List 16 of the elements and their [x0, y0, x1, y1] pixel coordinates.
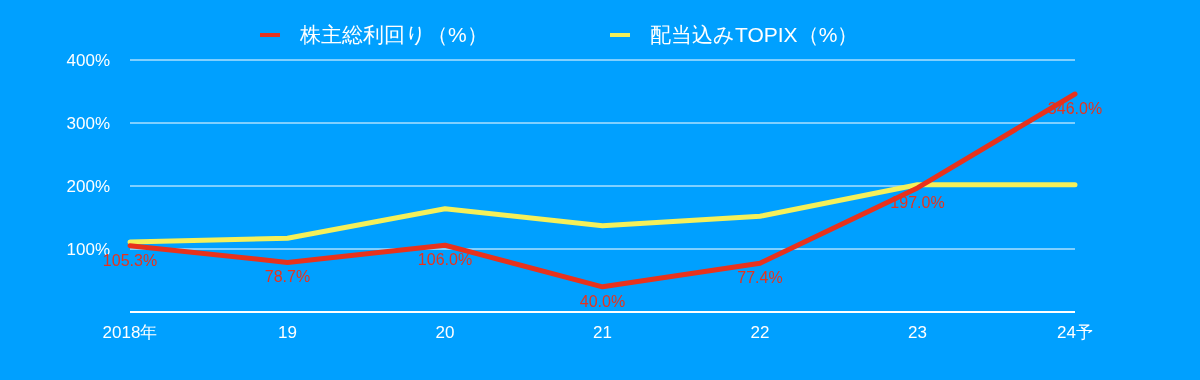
data-label: 106.0%	[417, 251, 473, 269]
x-tick-label: 22	[750, 323, 770, 342]
x-tick-label: 2018年	[102, 323, 158, 342]
y-tick-label: 400%	[66, 51, 110, 70]
x-tick-label: 24予	[1057, 323, 1093, 342]
legend-label: 配当込みTOPIX（%）	[650, 23, 859, 46]
y-tick-label: 300%	[66, 114, 110, 133]
legend-label: 株主総利回り（%）	[299, 23, 488, 46]
x-tick-label: 19	[278, 323, 297, 342]
y-tick-label: 200%	[66, 177, 110, 196]
x-tick-label: 21	[593, 323, 612, 342]
data-label: 78.7%	[264, 268, 311, 286]
x-tick-label: 23	[908, 323, 927, 342]
data-label: 77.4%	[737, 269, 783, 287]
x-tick-label: 20	[435, 323, 455, 342]
data-label: 40.0%	[579, 292, 626, 310]
